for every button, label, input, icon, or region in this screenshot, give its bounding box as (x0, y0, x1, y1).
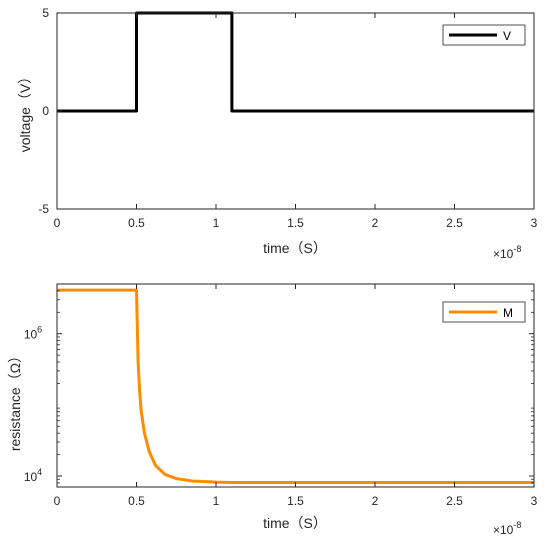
voltage-y-tick-label: 5 (42, 6, 49, 20)
resistance-x-exponent: ×10-8 (493, 520, 521, 537)
resistance-subplot: 0 0.5 1 1.5 2 2.5 3 106 104 time（S） resistance（… (7, 283, 538, 537)
resistance-plot-content (57, 288, 534, 484)
resistance-legend: M (442, 301, 526, 323)
resistance-legend-label: M (503, 306, 513, 320)
resistance-x-tick-label: 1 (213, 494, 220, 508)
voltage-legend: V (442, 24, 526, 46)
voltage-x-exponent: ×10-8 (493, 244, 521, 261)
voltage-x-tick-label: 0 (54, 216, 61, 230)
resistance-series-line-M (57, 288, 534, 484)
voltage-legend-label: V (503, 29, 511, 43)
resistance-x-ticks: 0 0.5 1 1.5 2 2.5 3 (54, 284, 538, 508)
voltage-x-ticks: 0 0.5 1 1.5 2 2.5 3 (54, 13, 538, 230)
voltage-x-tick-label: 2 (372, 216, 379, 230)
resistance-x-tick-label: 3 (531, 494, 538, 508)
resistance-x-tick-label: 0.5 (128, 494, 145, 508)
resistance-x-tick-label: 1.5 (287, 494, 304, 508)
resistance-y-tick-label: 104 (24, 467, 42, 484)
voltage-y-ticks: 5 0 -5 (38, 6, 534, 216)
voltage-y-tick-label: -5 (38, 202, 49, 216)
resistance-x-tick-label: 2.5 (446, 494, 463, 508)
voltage-x-axis-label: time（S） (263, 240, 327, 256)
voltage-x-tick-label: 3 (531, 216, 538, 230)
voltage-subplot: 0 0.5 1 1.5 2 2.5 3 5 0 -5 time（S） voltage（V） ×1… (17, 6, 538, 261)
resistance-x-axis-label: time（S） (263, 515, 327, 531)
voltage-x-tick-label: 2.5 (446, 216, 463, 230)
voltage-x-tick-label: 0.5 (128, 216, 145, 230)
voltage-y-tick-label: 0 (42, 104, 49, 118)
resistance-y-ticks: 106 104 (24, 290, 534, 484)
resistance-x-tick-label: 0 (54, 494, 61, 508)
voltage-x-tick-label: 1.5 (287, 216, 304, 230)
voltage-y-axis-label: voltage（V） (17, 70, 33, 152)
voltage-x-tick-label: 1 (213, 216, 220, 230)
resistance-x-tick-label: 2 (372, 494, 379, 508)
resistance-y-axis-label: resistance（Ω） (7, 349, 23, 451)
resistance-y-tick-label: 106 (24, 325, 42, 342)
